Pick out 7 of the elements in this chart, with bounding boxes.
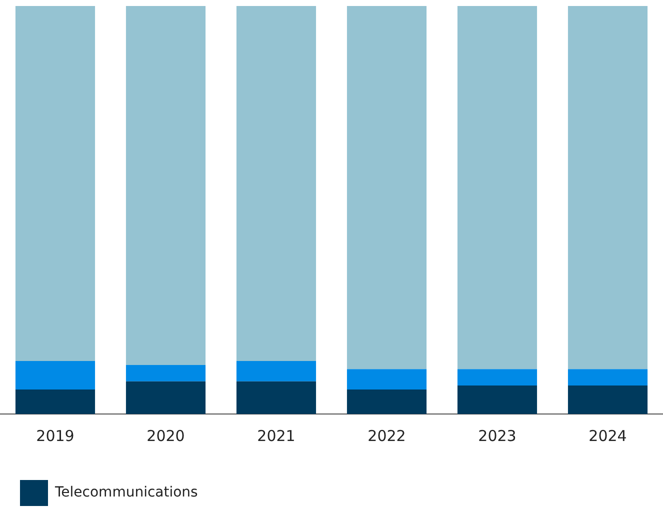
x-tick-label: 2022 bbox=[368, 426, 406, 445]
legend-label: Telecommunications bbox=[54, 484, 198, 501]
x-tick-label: 2024 bbox=[588, 426, 627, 445]
x-tick-label: 2020 bbox=[146, 426, 185, 445]
x-tick-label: 2023 bbox=[478, 426, 516, 445]
x-tick-label: 2021 bbox=[257, 426, 296, 445]
x-tick-label: 2019 bbox=[36, 426, 74, 445]
